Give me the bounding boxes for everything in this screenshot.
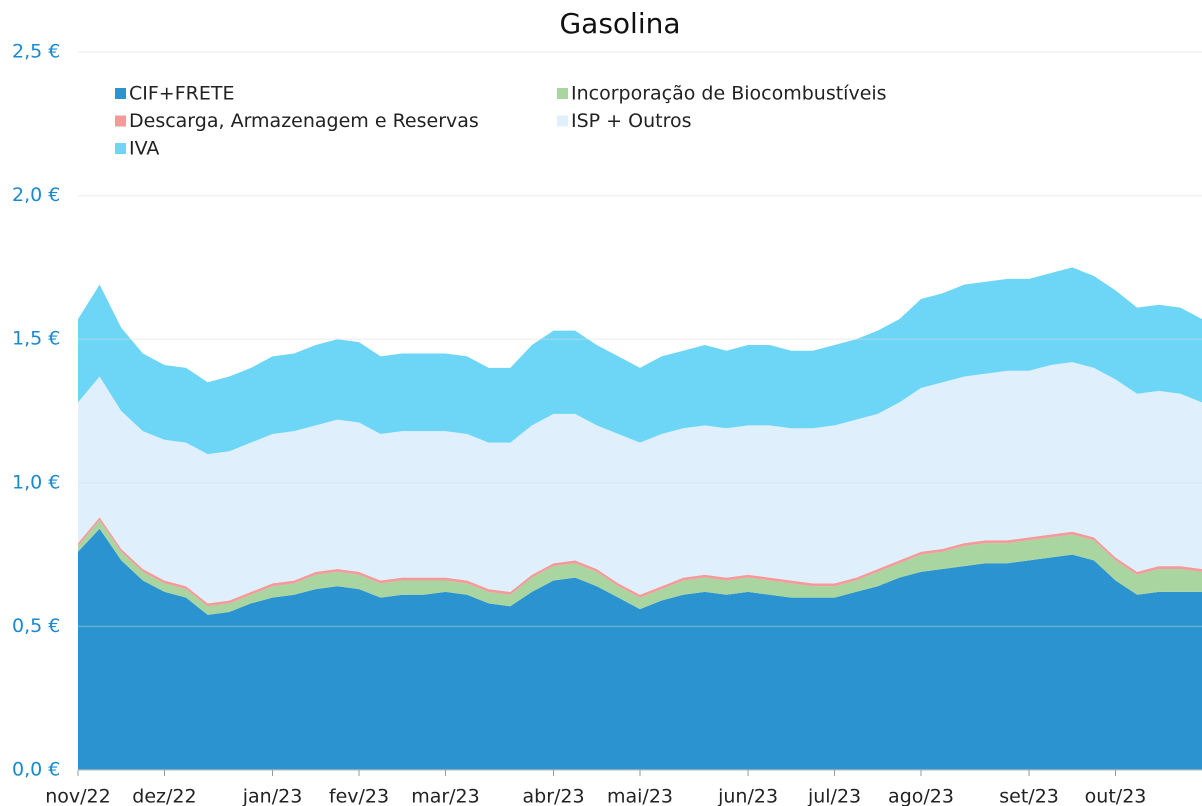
- y-tick-label: 1,5 €: [12, 328, 60, 350]
- x-tick-label: fev/23: [329, 786, 389, 806]
- y-tick-label: 2,5 €: [12, 41, 60, 63]
- x-tick-label: jul/23: [807, 786, 861, 806]
- legend-label: Descarga, Armazenagem e Reservas: [129, 110, 479, 132]
- legend-label: Incorporação de Biocombustíveis: [571, 83, 887, 105]
- legend-swatch: [557, 88, 568, 99]
- legend-swatch: [115, 143, 126, 154]
- y-tick-label: 1,0 €: [12, 471, 60, 493]
- x-tick-label: jan/23: [242, 786, 303, 806]
- x-tick-label: mai/23: [607, 786, 673, 806]
- x-tick-label: jun/23: [717, 786, 778, 806]
- legend-label: ISP + Outros: [571, 110, 692, 132]
- y-tick-label: 2,0 €: [12, 184, 60, 206]
- legend-swatch: [115, 115, 126, 127]
- x-tick-label: ago/23: [888, 786, 954, 806]
- legend-swatch: [557, 115, 568, 127]
- area: [78, 267, 1202, 455]
- legend-swatch: [115, 88, 126, 99]
- chart-title: Gasolina: [559, 7, 680, 40]
- legend-label: CIF+FRETE: [129, 83, 234, 105]
- x-tick-label: mar/23: [411, 786, 480, 806]
- x-tick-label: dez/22: [132, 786, 196, 806]
- x-tick-label: abr/23: [522, 786, 584, 806]
- x-tick-label: set/23: [999, 786, 1059, 806]
- legend-label: IVA: [129, 138, 159, 160]
- y-tick-label: 0,0 €: [12, 759, 60, 781]
- x-tick-label: out/23: [1085, 786, 1147, 806]
- x-tick-label: nov/22: [45, 786, 111, 806]
- y-tick-label: 0,5 €: [12, 615, 60, 637]
